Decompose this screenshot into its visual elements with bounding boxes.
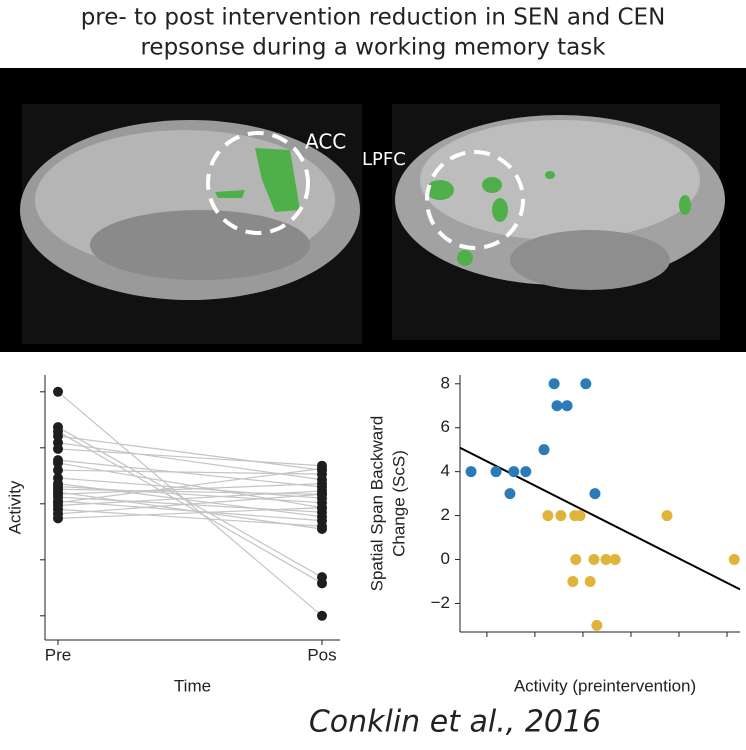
point <box>567 575 579 587</box>
subject-line <box>57 485 323 504</box>
y-tick-label: −2 <box>431 593 450 612</box>
region-label: ACC <box>305 130 346 154</box>
point <box>548 378 560 390</box>
point <box>317 521 327 532</box>
point <box>542 510 554 522</box>
subject-line <box>57 426 323 578</box>
point <box>53 386 63 397</box>
point <box>588 554 600 566</box>
point <box>317 502 327 513</box>
region-label: LPFC <box>362 149 406 170</box>
citation: Conklin et al., 2016 <box>309 705 601 740</box>
y-axis-label: Activity <box>5 480 24 534</box>
point <box>555 510 567 522</box>
y-axis-label: Spatial Span Backward <box>367 416 386 592</box>
point <box>317 463 327 474</box>
point <box>317 578 327 589</box>
subject-line <box>57 448 323 467</box>
subject-line <box>57 431 323 584</box>
point <box>591 619 603 631</box>
point <box>53 457 63 468</box>
y-tick-label: 8 <box>441 373 450 392</box>
point <box>317 478 327 489</box>
subject-line <box>57 467 323 504</box>
point <box>661 510 673 522</box>
title-line: pre- to post intervention reduction in S… <box>81 5 666 31</box>
point <box>53 513 63 524</box>
point <box>490 466 502 478</box>
point <box>520 466 532 478</box>
x-tick-label: Pos <box>307 645 336 664</box>
y-tick-label: 2 <box>441 505 450 524</box>
x-tick-label: Pre <box>45 645 71 664</box>
subject-line <box>57 477 323 499</box>
point <box>317 610 327 621</box>
point <box>465 466 477 478</box>
point <box>561 400 573 412</box>
brain-image <box>0 68 746 352</box>
point <box>584 575 596 587</box>
subject-line <box>57 469 323 475</box>
point <box>53 465 63 476</box>
subject-line <box>57 459 323 488</box>
y-tick-label: 6 <box>441 417 450 436</box>
subject-line <box>57 493 323 515</box>
title-line: repsonse during a working memory task <box>140 35 606 61</box>
point <box>53 497 63 508</box>
point <box>317 489 327 500</box>
point <box>609 554 621 566</box>
point <box>508 466 520 478</box>
point <box>600 554 612 566</box>
point <box>570 554 582 566</box>
point <box>551 400 563 412</box>
subject-line <box>57 435 323 471</box>
trend-line <box>459 446 741 591</box>
y-tick-label: 0 <box>441 549 450 568</box>
point <box>504 488 516 500</box>
x-axis-label: Time <box>174 676 211 695</box>
point <box>53 443 63 454</box>
subject-line <box>57 500 323 522</box>
y-axis-label: Change (ScS) <box>389 450 408 557</box>
subject-line <box>57 507 323 519</box>
y-tick-label: 4 <box>441 461 450 480</box>
x-axis-label: Activity (preintervention) <box>514 676 696 695</box>
subject-line <box>57 490 323 507</box>
point <box>574 510 586 522</box>
point <box>538 444 550 456</box>
point <box>728 554 740 566</box>
point <box>589 488 601 500</box>
subject-line <box>57 483 323 495</box>
point <box>580 378 592 390</box>
subject-line <box>57 508 323 527</box>
